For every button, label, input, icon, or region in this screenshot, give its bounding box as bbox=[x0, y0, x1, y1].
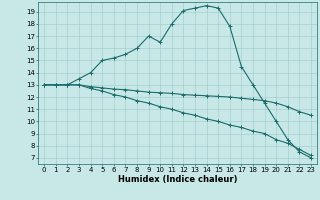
X-axis label: Humidex (Indice chaleur): Humidex (Indice chaleur) bbox=[118, 175, 237, 184]
